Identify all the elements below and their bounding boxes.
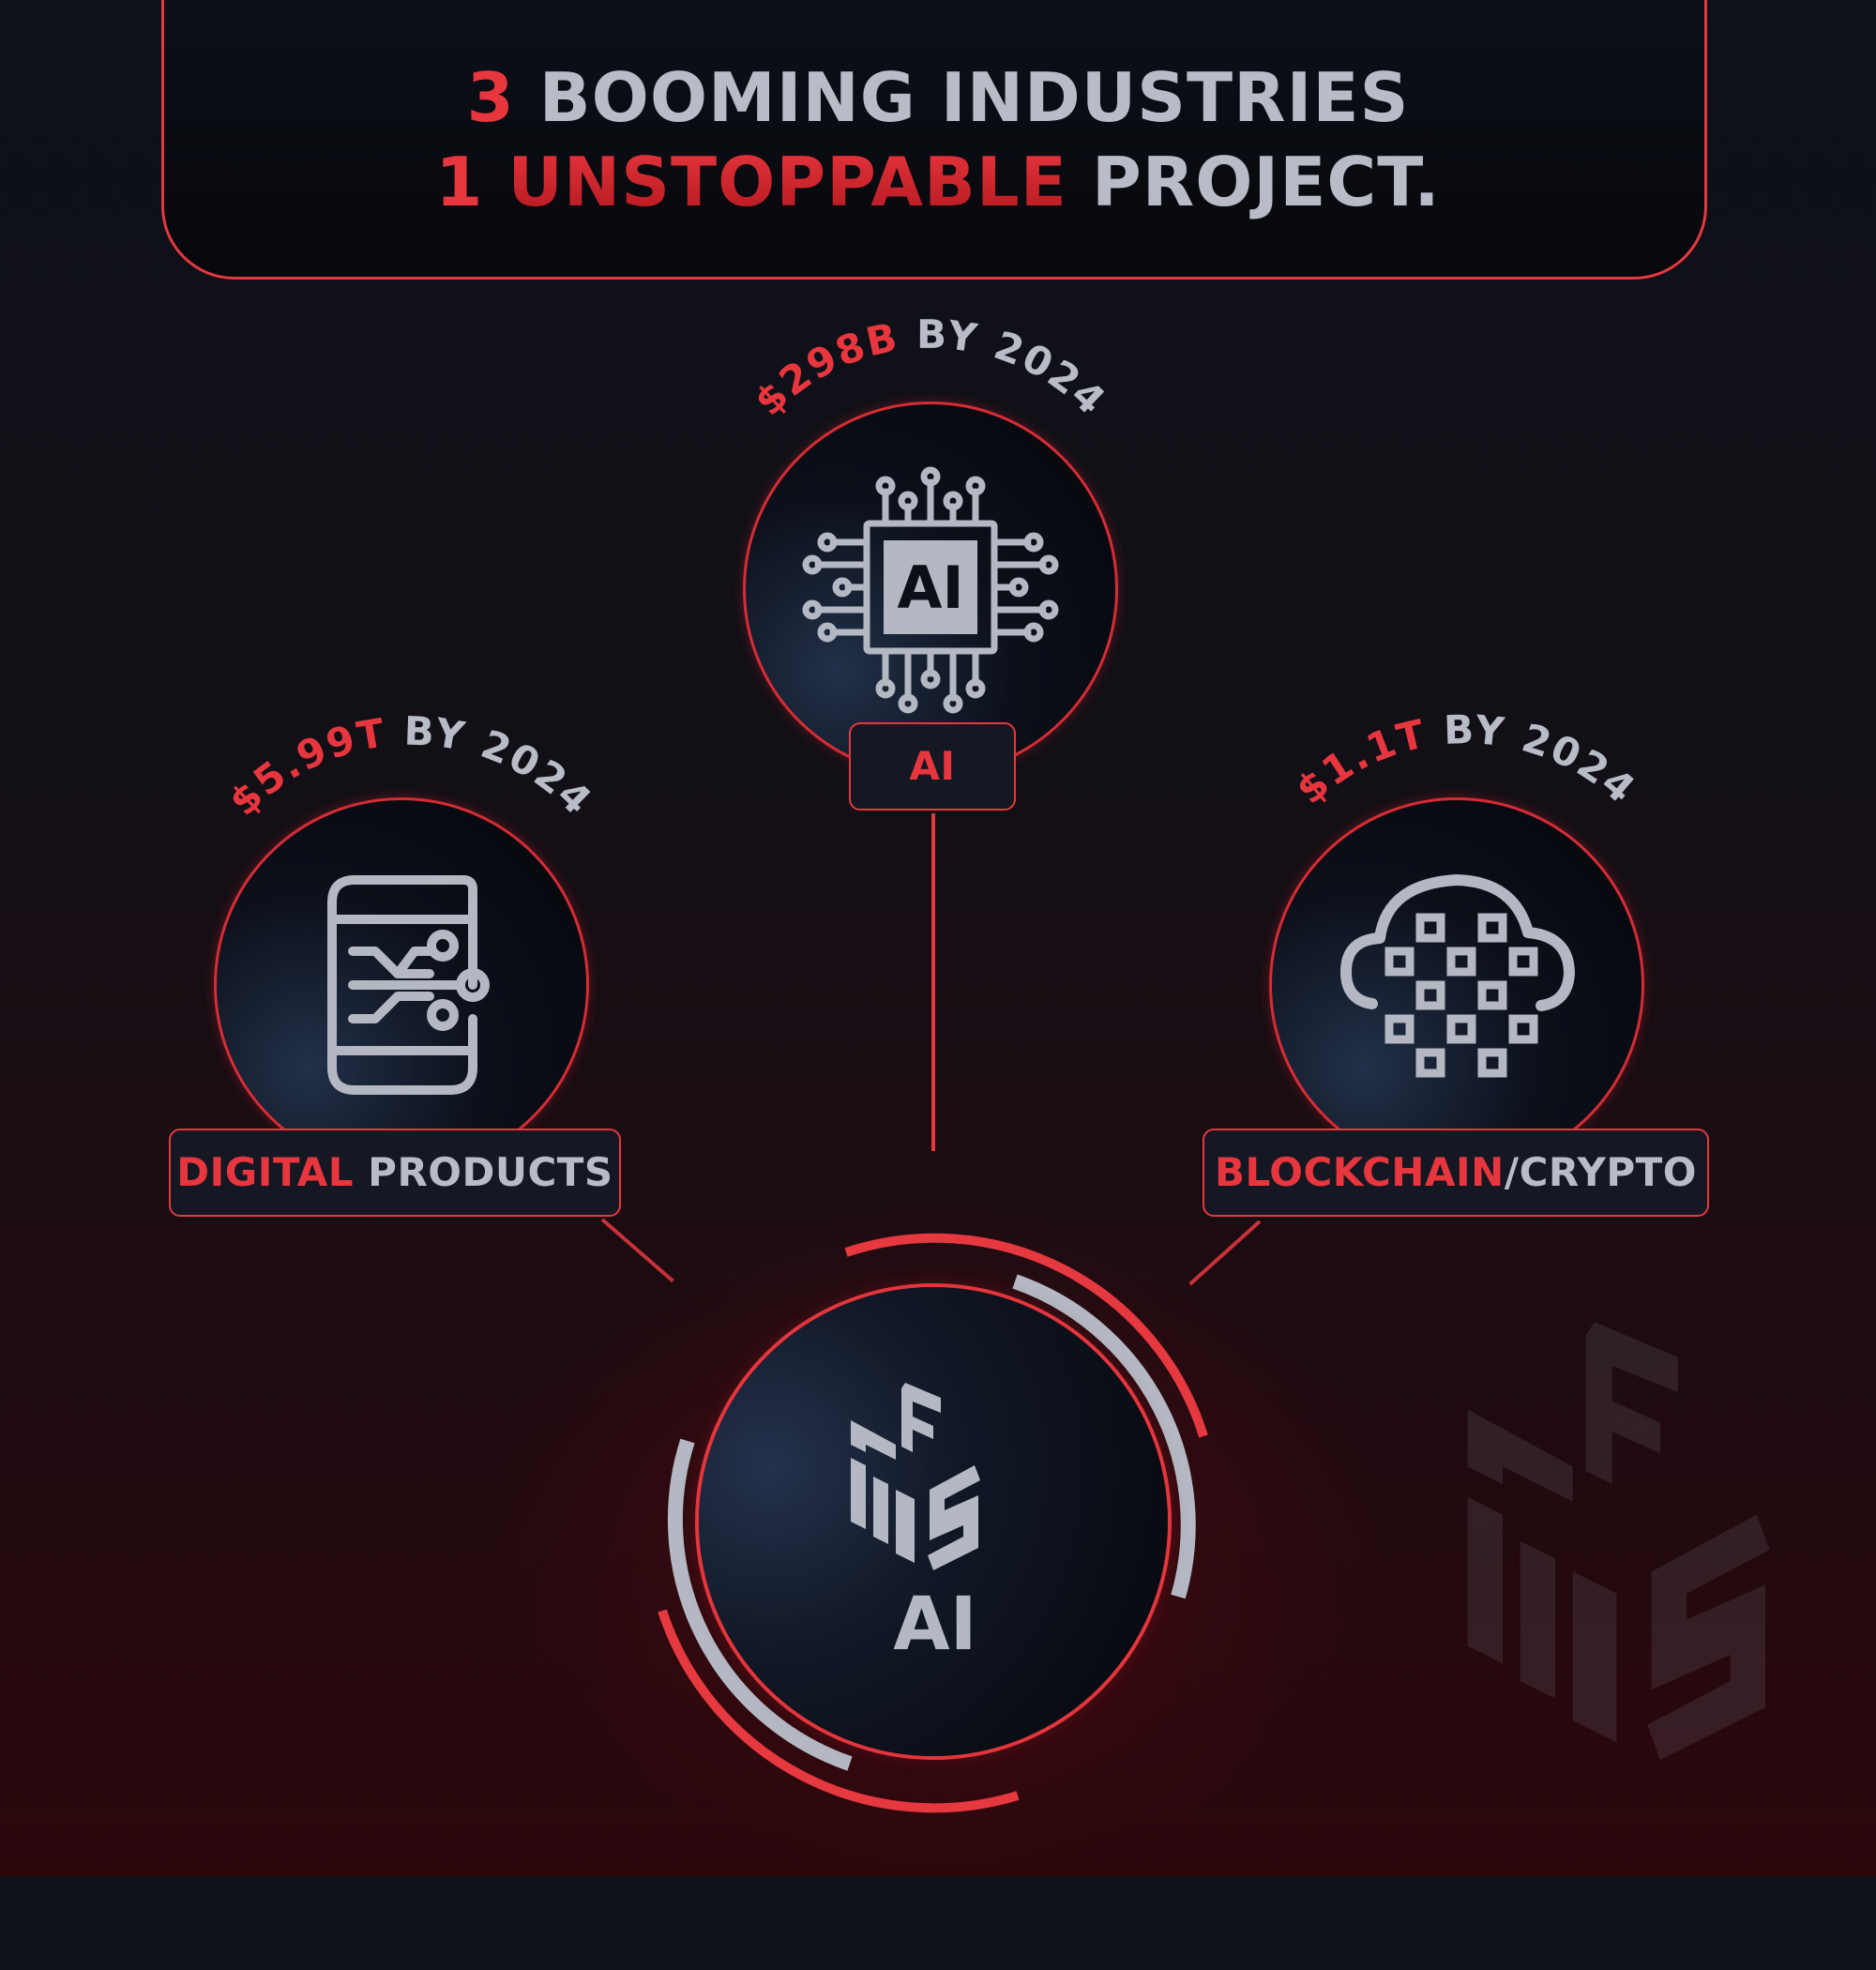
cloud-blockchain-icon bbox=[1340, 874, 1575, 1078]
ai-label-text: AI bbox=[909, 743, 956, 789]
arc-labels: $298B BY 2024 $5.99T BY 2024 $1.1T BY 20… bbox=[220, 311, 1643, 825]
title-line-2: 1 UNSTOPPABLE PROJECT. bbox=[0, 144, 1876, 220]
center-logo-text: AI bbox=[893, 1583, 976, 1667]
title-line-1: 3 BOOMING INDUSTRIES bbox=[0, 60, 1876, 135]
watermark-logo-icon bbox=[1467, 1322, 1770, 1760]
center-rings bbox=[658, 1233, 1208, 1813]
ai-chip-text: AI bbox=[897, 553, 963, 622]
ai-chip-icon: AI bbox=[802, 466, 1059, 714]
ai-label-box: AI bbox=[849, 722, 1016, 811]
fms-ai-logo-icon: AI bbox=[851, 1383, 980, 1667]
title-number-3: 3 bbox=[466, 58, 515, 137]
blockchain-label-box: BLOCKCHAIN/CRYPTO bbox=[1203, 1129, 1709, 1217]
blockchain-node-circle bbox=[1269, 797, 1644, 1173]
title-highlight: UNSTOPPABLE bbox=[507, 143, 1067, 221]
blockchain-label-rest: /CRYPTO bbox=[1504, 1149, 1697, 1195]
digital-label-rest: PRODUCTS bbox=[354, 1149, 613, 1195]
blockchain-label-highlight: BLOCKCHAIN bbox=[1215, 1149, 1505, 1195]
title-text-1: BOOMING INDUSTRIES bbox=[514, 58, 1410, 137]
title-number-1: 1 bbox=[435, 143, 484, 221]
digital-label-highlight: DIGITAL bbox=[176, 1149, 355, 1195]
title-text-2: PROJECT. bbox=[1067, 143, 1441, 221]
title-box bbox=[161, 0, 1707, 280]
digital-phone-circuit-icon bbox=[327, 875, 490, 1095]
digital-label-box: DIGITAL PRODUCTS bbox=[169, 1129, 621, 1217]
